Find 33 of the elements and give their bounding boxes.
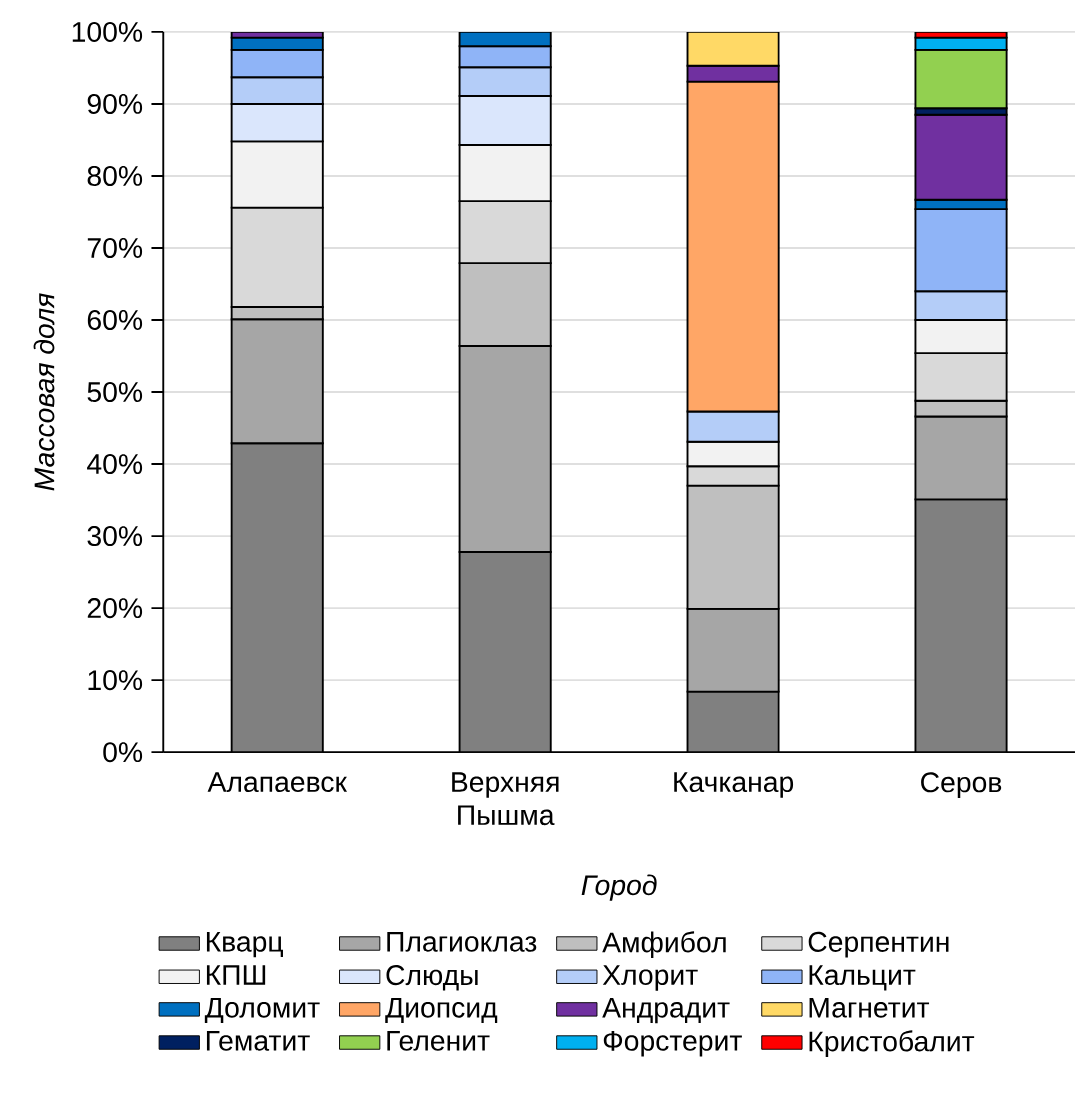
legend-label: Плагиоклаз [387,932,537,952]
y-tick-label: 50% [87,382,143,403]
legend-label: Хлорит [602,965,698,991]
legend-label: Андрадит [602,997,730,1024]
y-tick-label: 30% [87,526,143,547]
y-tick-label: 40% [87,454,143,475]
y-tick-label: 100% [72,21,143,42]
legend-label: КПШ [206,965,266,985]
legend-label: Гематит [206,1031,310,1051]
legend-label: Серпентин [808,931,949,958]
legend-label: Кварц [206,932,283,958]
x-tick-label: Качканар [674,772,794,798]
y-axis-title: Массовая доля [33,293,55,491]
legend-label: Кристобалит [809,1030,975,1058]
y-tick-label: 70% [87,237,143,258]
y-tick-label: 10% [88,670,143,691]
legend-label: Магнетит [809,997,930,1018]
legend-label: Амфибол [602,931,726,959]
y-tick-label: 80% [87,165,143,186]
y-tick-label: 90% [87,93,143,114]
x-tick-label: Серов [921,772,1002,798]
x-tick-label: Алапаевск [207,772,348,793]
legend-label: Форстерит [603,1030,742,1057]
legend-label: Кальцит [809,965,916,991]
legend-label: Геленит [387,1031,490,1051]
legend-label: Слюды [386,965,478,991]
x-tick-label: Верхняя Пышма [452,772,559,826]
y-tick-label: 0% [103,742,143,763]
x-axis-title: Город [581,874,657,901]
y-tick-label: 60% [87,309,143,331]
legend-label: Диопсид [385,997,498,1024]
legend-label: Доломит [204,997,320,1024]
y-tick-label: 20% [87,598,143,619]
